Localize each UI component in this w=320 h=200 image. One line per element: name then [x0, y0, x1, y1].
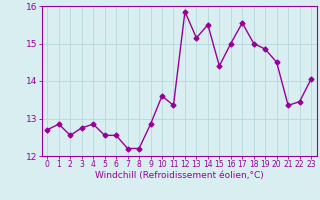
X-axis label: Windchill (Refroidissement éolien,°C): Windchill (Refroidissement éolien,°C)	[95, 171, 264, 180]
